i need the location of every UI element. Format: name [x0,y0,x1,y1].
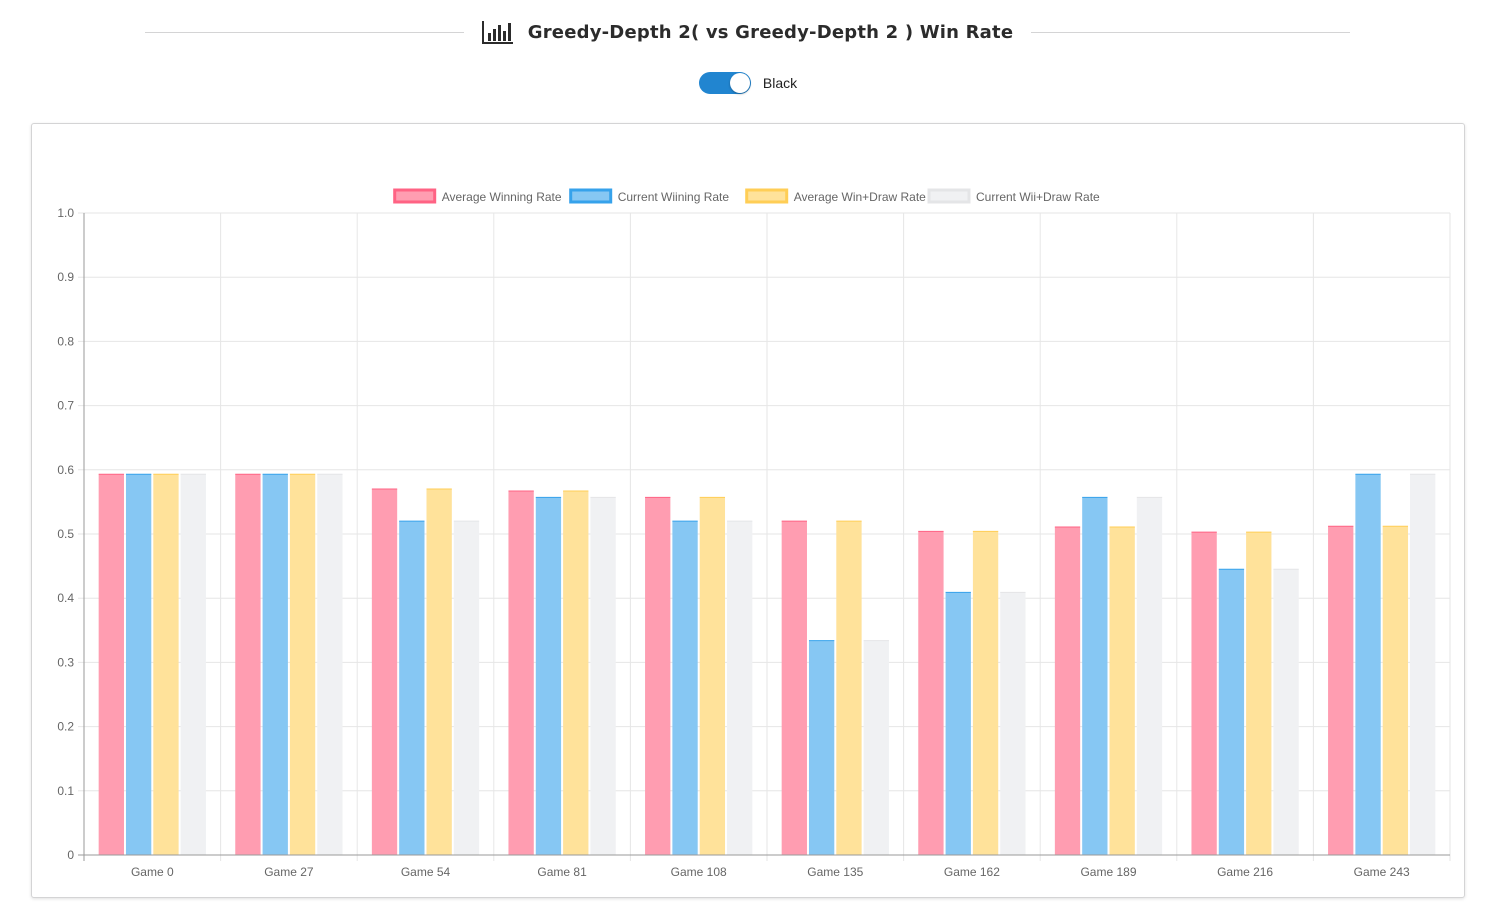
x-tick-label: Game 27 [264,865,314,879]
x-tick-label: Game 243 [1354,865,1410,879]
bar [262,474,288,855]
bar [1382,526,1409,855]
legend-label: Current Wii+Draw Rate [976,190,1100,204]
bar [1355,474,1381,855]
y-tick-label: 0.3 [57,655,74,669]
legend-swatch [569,188,613,204]
color-toggle-row: Black [0,72,1496,94]
toggle-label: Black [762,75,798,91]
legend-swatch [927,188,971,204]
header-title-group: Greedy-Depth 2( vs Greedy-Depth 2 ) Win … [464,20,1032,44]
bar [180,474,206,855]
bar [426,489,452,855]
chart-header: Greedy-Depth 2( vs Greedy-Depth 2 ) Win … [145,12,1350,52]
bar [289,474,316,855]
bar [235,474,261,855]
x-tick-label: Game 135 [807,865,863,879]
legend-label: Average Win+Draw Rate [794,190,926,204]
x-tick-label: Game 54 [401,865,451,879]
bar [371,489,398,855]
legend-label: Current Wiining Rate [618,190,730,204]
header-divider-left [145,31,464,33]
y-tick-label: 0.1 [57,784,74,798]
y-tick-label: 0.4 [57,591,74,605]
y-tick-label: 1.0 [57,206,74,220]
bar [399,521,425,855]
bar [1109,526,1135,855]
bar [1273,569,1299,855]
bar [918,531,944,855]
bar [699,497,726,855]
y-tick-label: 0.9 [57,270,74,284]
header-divider-right [1031,31,1350,33]
win-rate-bar-chart: 0 0.1 0.2 0.3 0.4 0.5 0.6 0.7 0.8 0.9 1.0 Game 0 Gam… [57,188,1451,879]
x-tick-label: Game 81 [537,865,587,879]
x-tick-label: Game 108 [671,865,727,879]
legend-swatch [745,188,789,204]
bar [645,497,671,855]
bar [863,640,889,855]
bar-chart-icon [481,21,513,44]
x-tick-label: Game 162 [944,865,1000,879]
y-tick-label: 0.8 [57,334,74,348]
bar [453,521,480,855]
bar [508,490,534,855]
bar [727,521,753,855]
bar [1000,592,1026,855]
chart-card: 0 0.1 0.2 0.3 0.4 0.5 0.6 0.7 0.8 0.9 1.0 Game 0 Gam… [31,123,1465,898]
bar [590,497,616,855]
legend-label: Average Winning Rate [442,190,562,204]
y-tick-label: 0.2 [57,720,74,734]
y-tick-label: 0.7 [57,399,74,413]
bar [317,474,343,855]
x-tick-label: Game 216 [1217,865,1273,879]
bar [1191,532,1217,855]
bar [1082,497,1108,855]
bar [153,474,179,855]
legend-swatch [393,188,437,204]
bar [781,521,807,855]
bar [1410,474,1436,855]
bar [1218,569,1245,855]
black-toggle-switch[interactable] [698,72,751,94]
bar [972,531,999,855]
page-title: Greedy-Depth 2( vs Greedy-Depth 2 ) Win … [527,21,1014,43]
bar [125,474,152,855]
bar [1328,526,1354,855]
toggle-knob [729,73,750,93]
bar [98,474,124,855]
bar [1246,532,1272,855]
bar [563,490,589,855]
y-tick-label: 0.6 [57,463,74,477]
y-tick-label: 0.5 [57,527,74,541]
bar [945,592,971,855]
bar [836,521,862,855]
bar [1136,497,1163,855]
x-tick-label: Game 0 [131,865,174,879]
bar [672,521,698,855]
bar [1054,526,1081,855]
x-tick-label: Game 189 [1080,865,1136,879]
y-tick-label: 0 [67,848,74,862]
bar [535,497,562,855]
bar [808,640,835,855]
